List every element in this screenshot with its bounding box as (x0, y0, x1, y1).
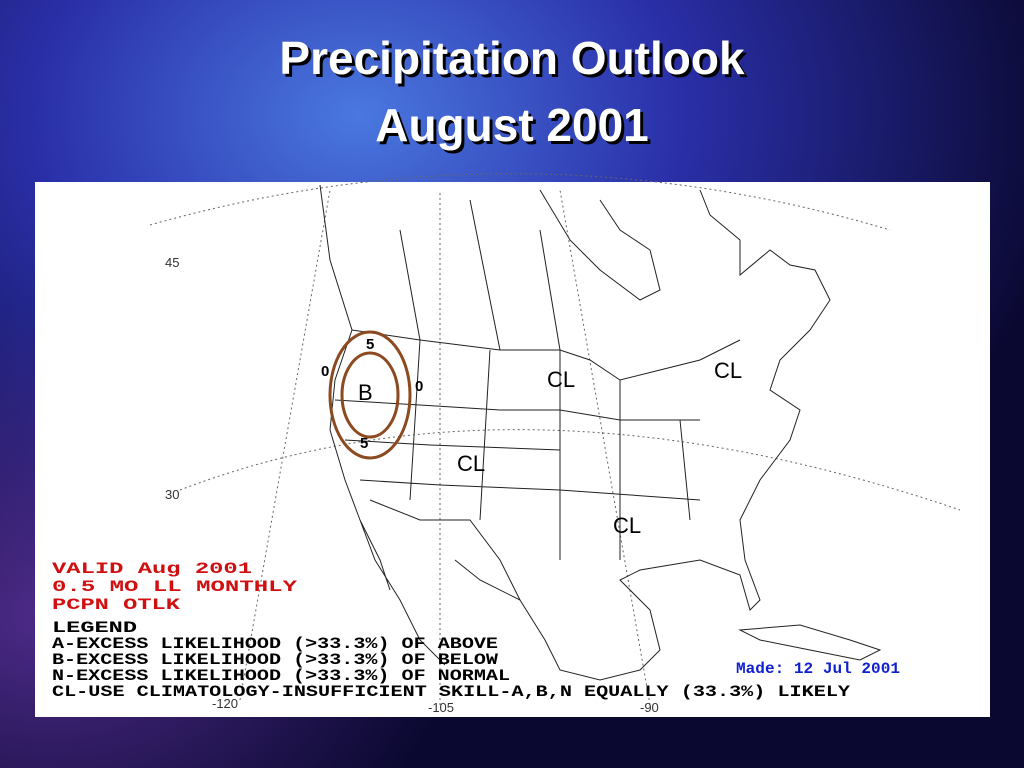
legend-line: CL-USE CLIMATOLOGY-INSUFFICIENT SKILL-A,… (52, 683, 851, 701)
map-panel: 45 30 -120 -105 -90 CL CL CL CL B 5 0 0 … (35, 173, 990, 717)
lon-label: -90 (640, 700, 659, 715)
info-block: VALID Aug 2001 0.5 MO LL MONTHLY PCPN OT… (52, 560, 298, 614)
region-label: CL (457, 451, 485, 476)
title: Precipitation Outlook Precipitation Outl… (279, 32, 748, 154)
info-line: PCPN OTLK (52, 596, 181, 614)
title-line: Precipitation Outlook (279, 32, 745, 84)
title-line: August 2001 (375, 99, 649, 151)
lon-label: -105 (428, 700, 454, 715)
graticule (239, 189, 331, 701)
made-date: Made: 12 Jul 2001 (736, 660, 900, 678)
legend-line: LEGEND (52, 619, 137, 637)
legend: LEGEND A-EXCESS LIKELIHOOD (>33.3%) OF A… (52, 619, 851, 701)
lat-label: 30 (165, 487, 179, 502)
lon-label: -120 (212, 696, 238, 711)
contour-label: 0 (415, 378, 423, 395)
legend-line: A-EXCESS LIKELIHOOD (>33.3%) OF ABOVE (52, 635, 498, 653)
region-label: B (358, 380, 373, 405)
lat-label: 45 (165, 255, 179, 270)
contour-label: 0 (321, 363, 329, 380)
graticule (149, 173, 891, 231)
title-shadow: Precipitation Outlook (282, 35, 748, 87)
region-label: CL (714, 358, 742, 383)
info-line: VALID Aug 2001 (52, 560, 252, 578)
contour-label: 5 (366, 336, 374, 353)
contour (340, 351, 400, 439)
title-shadow: August 2001 (378, 102, 652, 154)
cuba (738, 624, 882, 661)
hudson-bay (539, 189, 661, 301)
map-background (35, 182, 990, 717)
info-line: 0.5 MO LL MONTHLY (52, 578, 298, 596)
legend-line: N-EXCESS LIKELIHOOD (>33.3%) OF NORMAL (52, 667, 510, 685)
contour (328, 330, 412, 460)
coastline (319, 184, 831, 681)
state-lines (334, 199, 701, 560)
contour-label: 5 (360, 435, 368, 452)
legend-line: B-EXCESS LIKELIHOOD (>33.3%) OF BELOW (52, 651, 498, 669)
graticule (179, 429, 961, 511)
graticule (559, 189, 651, 706)
us-mexico-border (369, 499, 521, 601)
region-label: CL (547, 367, 575, 392)
region-label: CL (613, 513, 641, 538)
us-canada-border (351, 329, 741, 381)
